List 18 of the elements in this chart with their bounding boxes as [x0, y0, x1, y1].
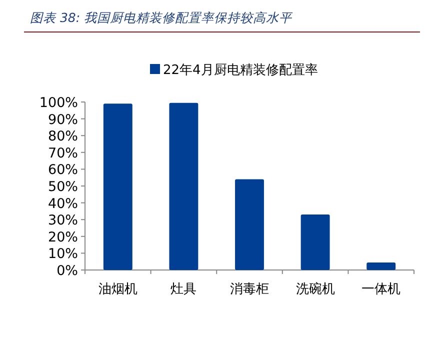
x-tick-label: 消毒柜 [230, 282, 269, 297]
y-tick-label: 20% [48, 229, 78, 246]
x-tick-label: 油烟机 [98, 282, 138, 297]
y-tick-label: 100% [39, 95, 78, 111]
y-tick-label: 0% [56, 263, 78, 279]
title: 图表 38: 我国厨电精装修配置率保持较高水平 [30, 10, 292, 25]
y-tick-label: 70% [48, 145, 78, 162]
y-tick-label: 80% [48, 128, 78, 145]
legend: 22年4月厨电精装修配置率 [150, 63, 318, 78]
x-tick-label: 洗碗机 [296, 282, 335, 297]
y-tick-label: 40% [48, 196, 78, 212]
y-tick-label: 10% [48, 246, 78, 262]
y-tick-label: 60% [48, 162, 78, 178]
x-tick-label: 一体机 [362, 282, 401, 297]
x-tick-label: 灶具 [170, 282, 197, 297]
y-tick-label: 30% [48, 212, 78, 229]
y-tick-label: 50% [48, 179, 78, 195]
y-tick-label: 90% [48, 112, 78, 128]
